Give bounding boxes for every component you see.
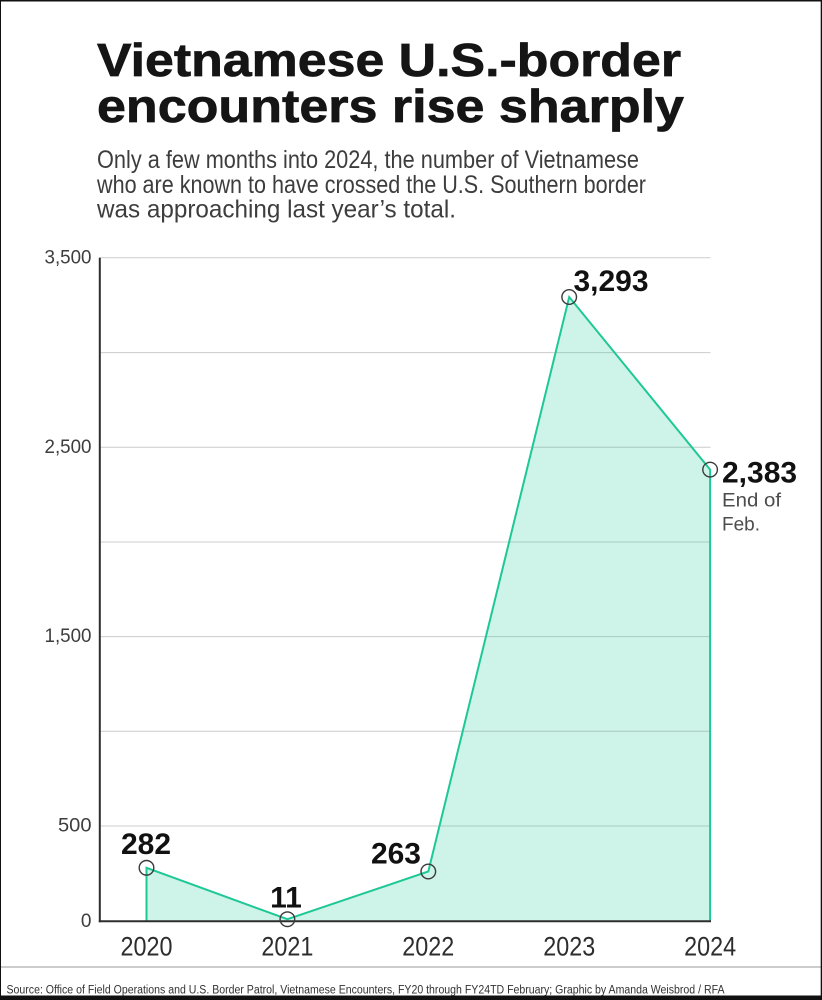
svg-text:2,383: 2,383	[722, 457, 797, 490]
svg-text:282: 282	[121, 828, 171, 861]
svg-text:Vietnamese U.S.-border: Vietnamese U.S.-border	[97, 34, 681, 86]
svg-text:1,500: 1,500	[45, 626, 92, 647]
svg-text:2021: 2021	[261, 931, 313, 961]
svg-text:3,500: 3,500	[45, 247, 92, 268]
svg-text:3,293: 3,293	[573, 265, 648, 298]
svg-text:0: 0	[81, 911, 92, 932]
svg-text:2024: 2024	[684, 931, 736, 961]
svg-text:500: 500	[58, 815, 92, 836]
svg-text:2023: 2023	[543, 931, 595, 961]
svg-text:encounters rise sharply: encounters rise sharply	[97, 80, 684, 132]
svg-text:Feb.: Feb.	[722, 515, 760, 536]
svg-text:2,500: 2,500	[45, 437, 92, 458]
svg-text:was approaching last year’s to: was approaching last year’s total.	[96, 196, 456, 224]
svg-text:11: 11	[270, 881, 302, 914]
svg-text:Only a few months into 2024, t: Only a few months into 2024, the number …	[97, 146, 639, 174]
svg-text:End of: End of	[722, 491, 782, 512]
svg-text:263: 263	[371, 838, 421, 871]
svg-text:2022: 2022	[402, 931, 454, 961]
svg-text:2020: 2020	[121, 931, 173, 961]
svg-text:Source: Office of Field Operat: Source: Office of Field Operations and U…	[7, 984, 725, 996]
svg-text:who are known to have crossed: who are known to have crossed the U.S. S…	[96, 171, 646, 199]
